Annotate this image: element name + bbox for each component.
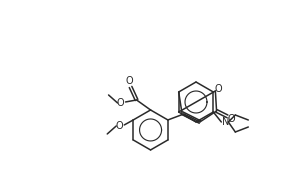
Text: O: O [215,84,222,94]
Text: O: O [115,121,123,131]
Text: O: O [117,98,124,108]
Text: O: O [228,114,235,124]
Text: N: N [222,117,229,127]
Text: O: O [126,76,133,86]
